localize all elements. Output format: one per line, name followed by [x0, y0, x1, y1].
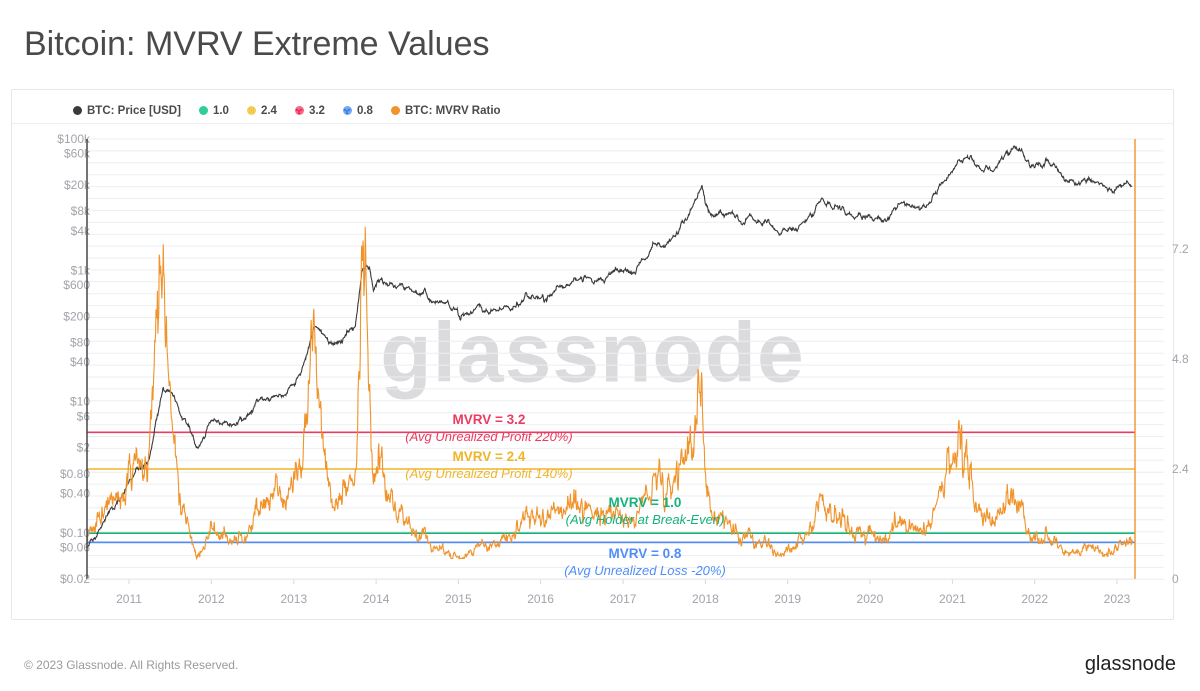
svg-text:2018: 2018 [692, 592, 719, 606]
svg-text:2013: 2013 [280, 592, 307, 606]
svg-text:2.4: 2.4 [1172, 462, 1189, 476]
svg-text:7.2: 7.2 [1172, 242, 1189, 256]
svg-text:$0.40: $0.40 [60, 487, 90, 501]
svg-text:2020: 2020 [857, 592, 884, 606]
svg-text:$0.10: $0.10 [60, 526, 90, 540]
svg-text:2014: 2014 [363, 592, 390, 606]
svg-text:$100k: $100k [57, 132, 91, 146]
svg-text:2019: 2019 [774, 592, 801, 606]
svg-text:4.8: 4.8 [1172, 352, 1189, 366]
svg-text:2022: 2022 [1021, 592, 1048, 606]
svg-text:$600: $600 [63, 278, 90, 292]
svg-text:2023: 2023 [1104, 592, 1131, 606]
svg-text:$0.80: $0.80 [60, 467, 90, 481]
svg-text:$0.02: $0.02 [60, 572, 90, 586]
svg-text:2012: 2012 [198, 592, 225, 606]
svg-text:2021: 2021 [939, 592, 966, 606]
svg-text:$8k: $8k [71, 204, 91, 218]
svg-text:$4k: $4k [71, 224, 91, 238]
svg-text:$2: $2 [77, 441, 91, 455]
svg-text:2016: 2016 [527, 592, 554, 606]
svg-text:2011: 2011 [116, 592, 142, 606]
svg-text:$200: $200 [63, 309, 90, 323]
svg-text:$6: $6 [77, 409, 91, 423]
svg-text:$0.06: $0.06 [60, 541, 90, 555]
svg-text:$1k: $1k [71, 263, 91, 277]
svg-text:0: 0 [1172, 572, 1179, 586]
svg-text:2015: 2015 [445, 592, 472, 606]
svg-text:2017: 2017 [610, 592, 637, 606]
